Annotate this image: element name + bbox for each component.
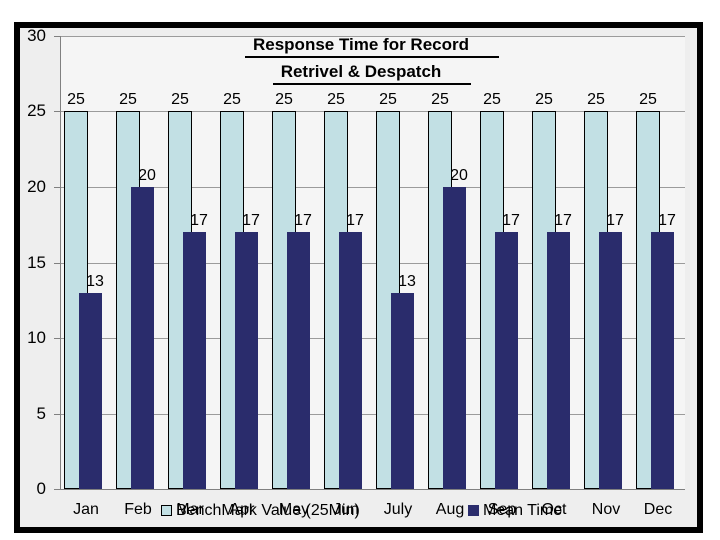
y-tick-15 bbox=[54, 263, 60, 264]
x-axis-label-apr: Apr bbox=[229, 501, 255, 518]
bar-meantime-may bbox=[287, 232, 310, 489]
data-label-meantime-may: 17 bbox=[294, 212, 312, 229]
data-label-benchmark-july: 25 bbox=[379, 91, 397, 108]
data-label-meantime-feb: 20 bbox=[138, 167, 156, 184]
bar-meantime-aug bbox=[443, 187, 466, 489]
gridline-15 bbox=[61, 263, 685, 264]
x-axis-label-dec: Dec bbox=[643, 501, 673, 518]
data-label-meantime-mar: 17 bbox=[190, 212, 208, 229]
gridline-5 bbox=[61, 414, 685, 415]
data-label-benchmark-apr: 25 bbox=[223, 91, 241, 108]
y-axis-label-10: 10 bbox=[27, 328, 46, 347]
data-label-benchmark-dec: 25 bbox=[639, 91, 657, 108]
gridline-20 bbox=[61, 187, 685, 188]
x-axis-label-jan: Jan bbox=[73, 501, 99, 518]
y-axis-label-25: 25 bbox=[27, 101, 46, 120]
legend-meantime-swatch bbox=[468, 505, 479, 516]
y-axis-label-0: 0 bbox=[36, 479, 46, 498]
y-axis-label-15: 15 bbox=[27, 253, 46, 272]
data-label-meantime-aug: 20 bbox=[450, 167, 468, 184]
data-label-benchmark-aug: 25 bbox=[431, 91, 449, 108]
data-label-benchmark-mar: 25 bbox=[171, 91, 189, 108]
gridline-25 bbox=[61, 111, 685, 112]
y-tick-10 bbox=[54, 338, 60, 339]
y-tick-20 bbox=[54, 187, 60, 188]
bar-meantime-nov bbox=[599, 232, 622, 489]
data-label-meantime-sep: 17 bbox=[502, 212, 520, 229]
y-axis-label-5: 5 bbox=[36, 404, 46, 423]
data-label-meantime-oct: 17 bbox=[554, 212, 572, 229]
y-tick-30 bbox=[54, 36, 60, 37]
y-axis-label-20: 20 bbox=[27, 177, 46, 196]
data-label-meantime-dec: 17 bbox=[658, 212, 676, 229]
data-label-meantime-jan: 13 bbox=[86, 273, 104, 290]
plot-area: 25 13 25 20 25 17 25 17 25 17 25 17 25 13 25 20 25 17 25 17… bbox=[60, 36, 685, 490]
legend-benchmark-label: BenchMark Value (25Min) bbox=[176, 502, 360, 519]
bar-meantime-dec bbox=[651, 232, 674, 489]
data-label-meantime-jun: 17 bbox=[346, 212, 364, 229]
x-axis-label-feb: Feb bbox=[124, 501, 152, 518]
data-label-benchmark-sep: 25 bbox=[483, 91, 501, 108]
gridline-10 bbox=[61, 338, 685, 339]
data-label-meantime-july: 13 bbox=[398, 273, 416, 290]
data-label-benchmark-nov: 25 bbox=[587, 91, 605, 108]
y-axis-label-30: 30 bbox=[27, 26, 46, 45]
bar-meantime-mar bbox=[183, 232, 206, 489]
x-axis-label-mar: Mar bbox=[176, 501, 204, 518]
chart-title-line1: Response Time for Record bbox=[244, 34, 500, 58]
y-tick-5 bbox=[54, 414, 60, 415]
legend-meantime-label: Mean Time bbox=[483, 502, 563, 519]
x-axis: Jan Feb Mar Apr May Jun July Aug Sep Oct Nov Dec bbox=[60, 500, 684, 520]
y-tick-0 bbox=[54, 489, 60, 490]
x-axis-label-july: July bbox=[383, 501, 413, 518]
x-axis-label-oct: Oct bbox=[541, 501, 567, 518]
data-label-meantime-apr: 17 bbox=[242, 212, 260, 229]
data-label-meantime-nov: 17 bbox=[606, 212, 624, 229]
bar-meantime-jun bbox=[339, 232, 362, 489]
bar-meantime-july bbox=[391, 293, 414, 489]
bar-meantime-oct bbox=[547, 232, 570, 489]
data-label-benchmark-jan: 25 bbox=[67, 91, 85, 108]
gridline-30 bbox=[61, 36, 685, 37]
data-label-benchmark-oct: 25 bbox=[535, 91, 553, 108]
x-axis-label-aug: Aug bbox=[435, 501, 465, 518]
y-tick-25 bbox=[54, 111, 60, 112]
x-axis-label-may: May bbox=[278, 501, 310, 518]
bar-meantime-feb bbox=[131, 187, 154, 489]
data-label-benchmark-may: 25 bbox=[275, 91, 293, 108]
legend-benchmark-swatch bbox=[161, 505, 172, 516]
bar-meantime-jan bbox=[79, 293, 102, 489]
data-label-benchmark-jun: 25 bbox=[327, 91, 345, 108]
x-axis-label-sep: Sep bbox=[487, 501, 517, 518]
bar-meantime-apr bbox=[235, 232, 258, 489]
x-axis-label-jun: Jun bbox=[333, 501, 359, 518]
data-label-benchmark-feb: 25 bbox=[119, 91, 137, 108]
chart: 0 5 10 15 20 25 30 25 13 25 20 25 17 25 17 25 17 25 17 25 1… bbox=[14, 22, 703, 533]
x-axis-label-nov: Nov bbox=[591, 501, 621, 518]
chart-title: Response Time for Record Retrivel & Desp… bbox=[60, 34, 684, 88]
chart-title-line2: Retrivel & Despatch bbox=[272, 61, 472, 85]
bar-meantime-sep bbox=[495, 232, 518, 489]
